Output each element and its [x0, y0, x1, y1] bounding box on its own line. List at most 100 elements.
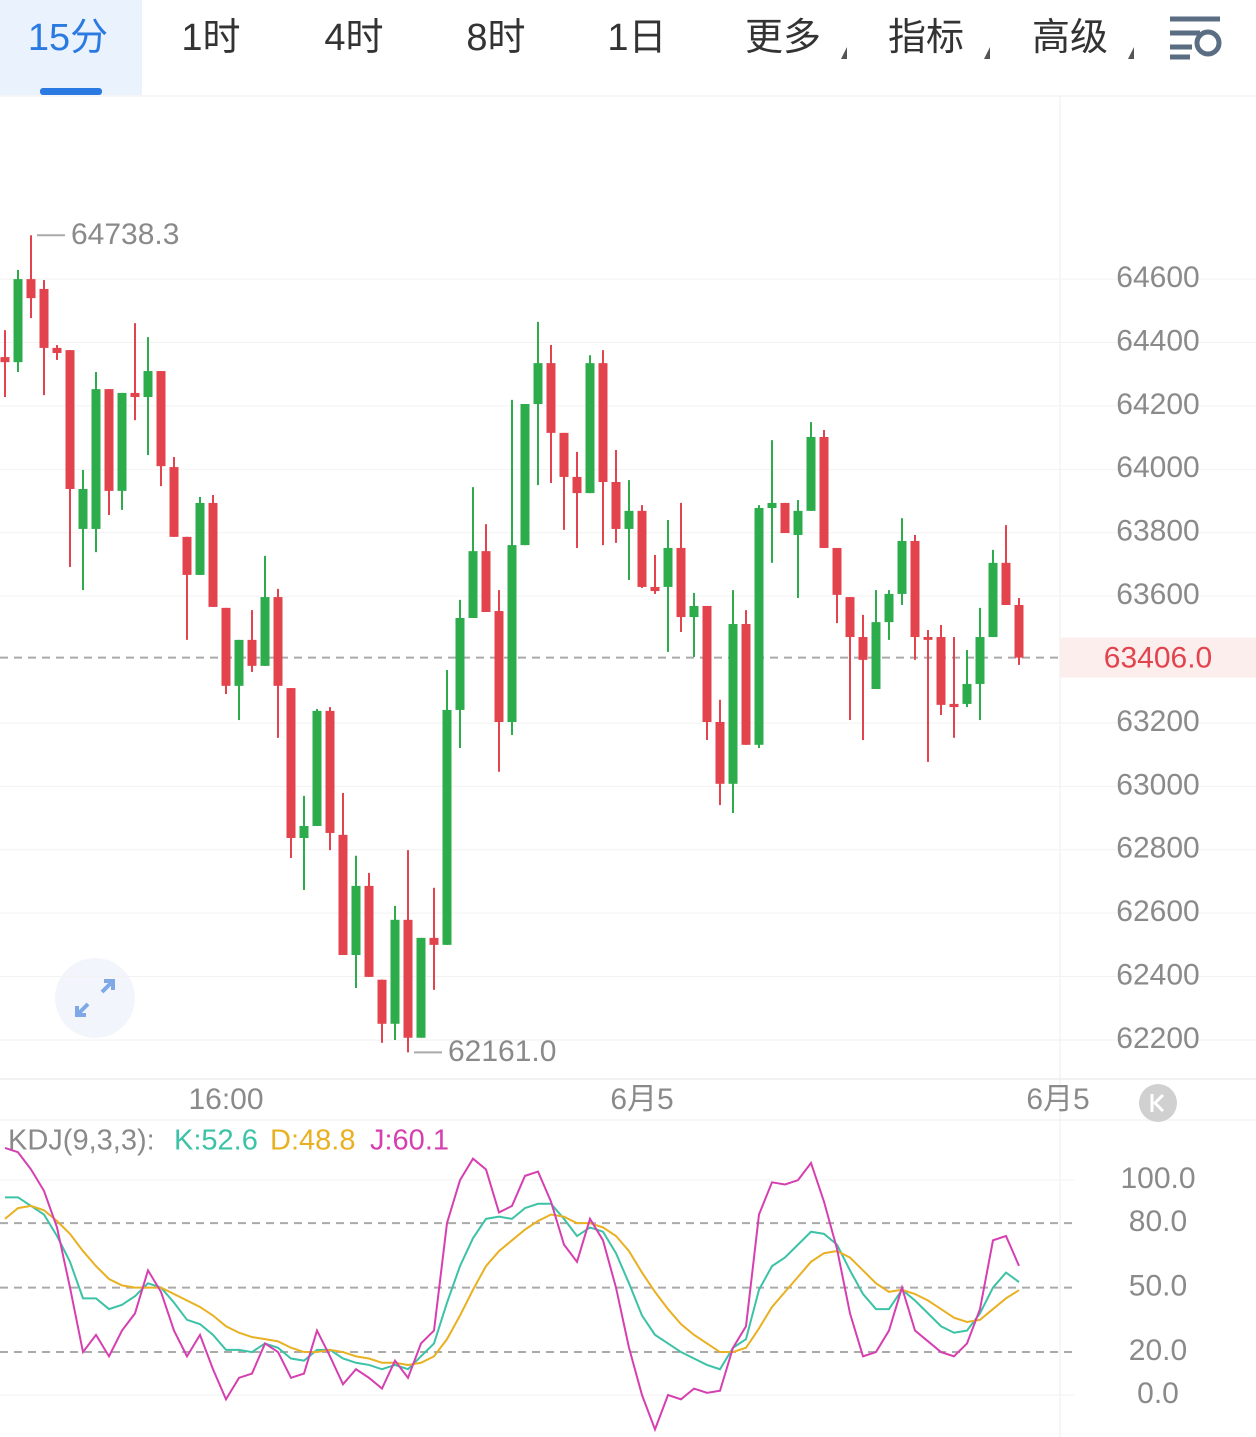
candle-body	[598, 363, 608, 483]
candle-body	[624, 510, 634, 529]
y-tick-label: 62200	[1116, 1022, 1199, 1055]
candle-body	[819, 436, 829, 548]
candle-body	[858, 637, 868, 660]
y-tick-label: 0.0	[1137, 1377, 1179, 1410]
candle-body	[1014, 605, 1024, 658]
candle-body	[104, 389, 114, 491]
dropdown-caret	[841, 47, 847, 59]
tab[interactable]: 更多	[745, 17, 821, 59]
scroll-button[interactable]	[1139, 1084, 1177, 1122]
candle-body	[689, 605, 699, 618]
legend-entry: J:60.1	[370, 1125, 449, 1157]
candle-body	[351, 885, 361, 955]
candle-body	[923, 637, 933, 640]
settings-icon[interactable]	[1170, 16, 1222, 60]
candle-body	[169, 467, 179, 537]
tab[interactable]: 15分	[28, 17, 108, 59]
candle-body	[325, 710, 335, 833]
last-price-bg	[1060, 637, 1256, 678]
candle-body	[715, 721, 725, 784]
candle-body	[780, 502, 790, 534]
y-tick-label: 63000	[1116, 768, 1199, 801]
x-tick-label: 6月5	[1026, 1083, 1089, 1116]
candle-body	[299, 825, 309, 839]
legend-entry: K:52.6	[174, 1125, 258, 1157]
candle-body	[247, 639, 257, 666]
active-tab-indicator	[40, 88, 102, 95]
candle-body	[481, 551, 491, 612]
candle-body	[273, 597, 283, 686]
candle-body	[455, 618, 465, 710]
candle-body	[26, 279, 36, 299]
tab[interactable]: 8时	[466, 17, 525, 59]
candle-body	[364, 885, 374, 977]
candle-body	[39, 288, 49, 348]
candle-body	[962, 683, 972, 704]
y-tick-label: 64200	[1116, 388, 1199, 421]
candle-body	[91, 389, 101, 529]
tab[interactable]: 1时	[181, 17, 240, 59]
candle-body	[871, 622, 881, 690]
candle-body	[117, 392, 127, 491]
candle-body	[832, 547, 842, 595]
candle-body	[936, 637, 946, 705]
y-tick-label: 100.0	[1120, 1162, 1195, 1195]
candle-body	[286, 688, 296, 839]
candle-body	[793, 510, 803, 535]
candle-body	[52, 347, 62, 353]
candle-body	[312, 710, 322, 826]
expand-icon[interactable]	[55, 958, 135, 1038]
candle-body	[676, 547, 686, 618]
tab[interactable]: 1日	[607, 17, 666, 59]
y-tick-label: 64400	[1116, 324, 1199, 357]
kdj-line	[4, 1146, 1020, 1433]
candle-body	[468, 551, 478, 619]
x-tick-label: 6月5	[610, 1083, 673, 1116]
candle-body	[429, 937, 439, 945]
candle-body	[65, 350, 75, 489]
candle-body	[221, 607, 231, 686]
legend-entry: D:48.8	[270, 1125, 355, 1157]
candle-body	[949, 703, 959, 708]
candle-body	[195, 502, 205, 575]
candle-body	[156, 371, 166, 467]
y-tick-label: 20.0	[1129, 1334, 1187, 1367]
candle-body	[650, 586, 660, 592]
candle-body	[0, 357, 10, 363]
candle-body	[208, 502, 218, 607]
candle-body	[234, 639, 244, 686]
dropdown-caret	[1128, 47, 1134, 59]
candle-body	[403, 919, 413, 1038]
candle-body	[559, 432, 569, 477]
kdj-line	[5, 1196, 1020, 1371]
y-tick-label: 63200	[1116, 705, 1199, 738]
tab[interactable]: 指标	[888, 17, 964, 59]
indicator-title: KDJ(9,3,3):	[8, 1125, 155, 1157]
dropdown-caret	[984, 47, 990, 59]
candle-body	[546, 363, 556, 433]
kdj-line	[4, 1204, 1020, 1366]
candle-body	[143, 371, 153, 398]
candle-body	[390, 919, 400, 1024]
tab[interactable]: 4时	[324, 17, 383, 59]
tab[interactable]: 高级	[1032, 17, 1108, 59]
candle-body	[1001, 562, 1011, 606]
candle-body	[767, 502, 777, 509]
candle-body	[884, 593, 894, 623]
candle-body	[702, 605, 712, 722]
candle-body	[754, 508, 764, 745]
min-label: 62161.0	[448, 1035, 556, 1068]
y-tick-label: 62400	[1116, 958, 1199, 991]
candle-body	[13, 279, 23, 363]
x-tick-label: 16:00	[188, 1083, 263, 1116]
candle-body	[507, 545, 517, 722]
candle-body	[338, 834, 348, 955]
y-tick-label: 64000	[1116, 451, 1199, 484]
candle-body	[416, 937, 426, 1038]
candle-body	[572, 476, 582, 494]
y-tick-label: 63600	[1116, 578, 1199, 611]
y-tick-label: 62800	[1116, 832, 1199, 865]
candle-body	[988, 562, 998, 638]
candle-body	[728, 624, 738, 784]
